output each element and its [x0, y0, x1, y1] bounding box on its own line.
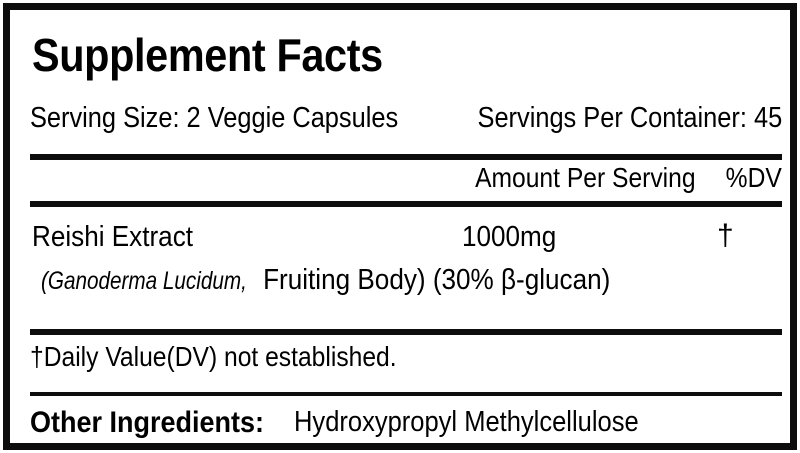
column-header-amount-per-serving: Amount Per Serving: [475, 162, 696, 193]
divider-above-other-ingredients: [30, 392, 782, 396]
page-title: Supplement Facts: [32, 29, 383, 81]
divider-above-column-headers: [30, 154, 782, 160]
ingredient-amount: 1000mg: [462, 221, 557, 253]
ingredient-name: Reishi Extract: [32, 221, 194, 253]
other-ingredients-row: Other Ingredients: Hydroxypropyl Methylce…: [30, 406, 786, 446]
serving-size-text: Serving Size: 2 Veggie Capsules: [30, 102, 399, 134]
ingredient-daily-value: †: [717, 219, 734, 252]
supplement-facts-panel: Supplement Facts Serving Size: 2 Veggie …: [3, 3, 797, 450]
ingredient-description-rest: Fruiting Body) (30% β-glucan): [255, 264, 611, 296]
other-ingredients-label: Other Ingredients:: [30, 406, 265, 439]
other-ingredients-value: Hydroxypropyl Methylcellulose: [294, 406, 639, 438]
servings-per-container-text: Servings Per Container: 45: [477, 102, 782, 134]
column-header-percent-dv: %DV: [725, 162, 782, 193]
divider-above-footnote: [30, 329, 782, 335]
ingredient-latin-name: (Ganoderma Lucidum,: [40, 267, 247, 295]
column-header-row: Amount Per Serving %DV: [30, 162, 782, 198]
serving-information-row: Serving Size: 2 Veggie Capsules Servings…: [30, 102, 782, 136]
ingredient-description: (Ganoderma Lucidum, Fruiting Body) (30% …: [32, 266, 610, 295]
daily-value-footnote: †Daily Value(DV) not established.: [30, 341, 397, 372]
divider-below-column-headers: [30, 201, 782, 207]
